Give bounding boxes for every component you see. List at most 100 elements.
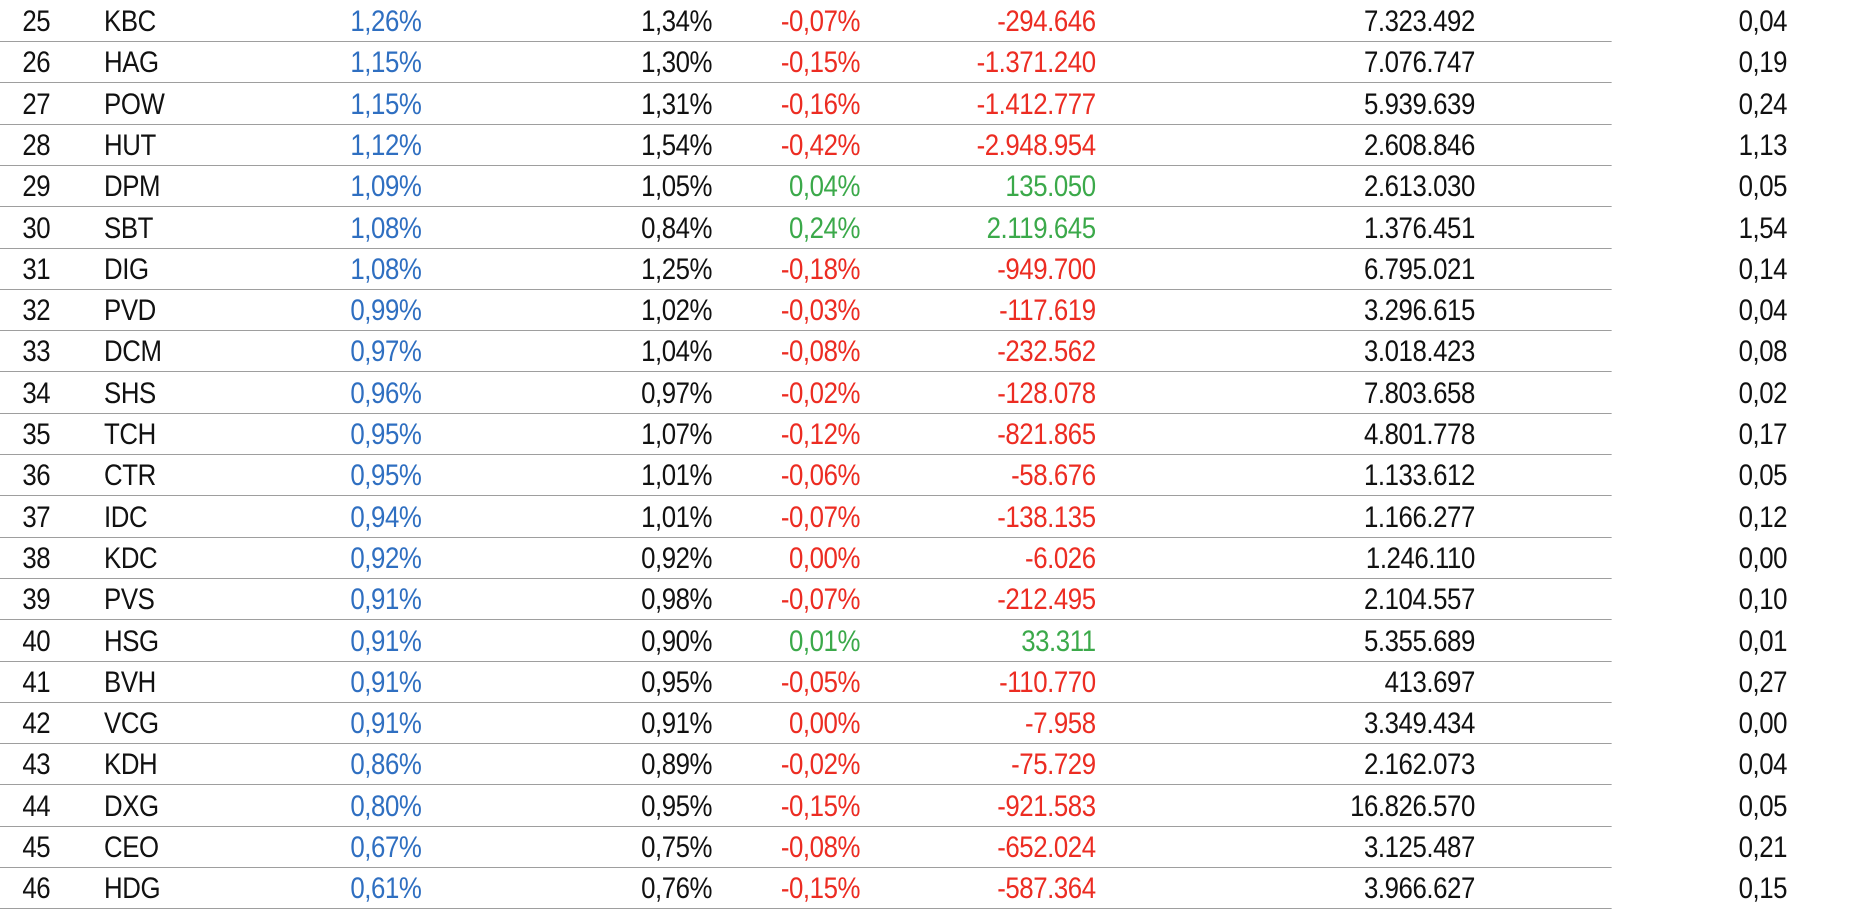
ticker-code: HSG [104,624,159,658]
ratio: 0,00 [1738,707,1788,741]
ratio: 0,04 [1738,294,1788,328]
weight-change: -0,07% [780,5,861,38]
volume: 413.697 [1384,665,1476,699]
trade-value: 33.311 [1021,624,1096,658]
weight-change: -0,15% [780,872,861,906]
weight-change: -0,02% [780,748,861,782]
weight-change: -0,15% [780,789,861,823]
volume: 2.104.557 [1363,583,1475,617]
weight-new: 1,12% [350,128,422,162]
weight-change: -0,12% [780,418,861,451]
ticker-code: DCM [104,335,162,369]
row-number: 30 [22,211,51,245]
ticker-code: KDH [104,748,158,782]
weight-old: 0,97% [641,376,713,410]
volume: 3.349.434 [1363,707,1475,741]
table-row: 28 HUT 1,12% 1,54% -0,42% -2.948.954 2.608.846… [0,125,1788,166]
table-row: 32 PVD 0,99% 1,02% -0,03% -117.619 3.296.615 0,… [0,290,1788,332]
weight-old: 1,30% [641,46,713,80]
ratio: 0,05 [1738,459,1788,493]
row-number: 45 [22,831,51,864]
weight-old: 0,75% [641,831,713,864]
row-number: 27 [22,87,51,121]
table-row: 46 HDG 0,61% 0,76% -0,15% -587.364 3.966.627 0,… [0,868,1788,910]
weight-change: -0,07% [780,583,861,617]
weight-new: 0,95% [350,459,422,493]
row-number: 42 [22,707,51,741]
weight-old: 1,02% [641,294,713,328]
ratio: 0,01 [1738,624,1788,658]
table-row: 43 KDH 0,86% 0,89% -0,02% -75.729 2.162.073 0,0… [0,744,1788,786]
table-row: 41 BVH 0,91% 0,95% -0,05% -110.770 413.697 0,27 [0,662,1788,703]
weight-old: 1,04% [641,335,713,369]
weight-old: 1,01% [641,459,713,493]
table-row: 44 DXG 0,80% 0,95% -0,15% -921.583 16.826.570 0… [0,786,1788,827]
row-number: 28 [22,128,51,162]
ticker-code: VCG [104,707,159,741]
row-number: 25 [22,5,51,38]
ratio: 0,02 [1738,376,1788,410]
weight-change: -0,08% [780,335,861,369]
trade-value: -117.619 [999,294,1096,328]
weight-change: -0,15% [780,46,861,80]
weight-change: -0,42% [780,128,861,162]
row-number: 39 [22,583,51,617]
weight-new: 1,15% [350,87,422,121]
weight-new: 0,91% [350,707,422,741]
trade-value: -7.958 [1025,707,1096,741]
volume: 3.966.627 [1363,872,1475,906]
table-row: 31 DIG 1,08% 1,25% -0,18% -949.700 6.795.021 0,… [0,249,1788,290]
trade-value: -2.948.954 [976,128,1097,162]
table-row: 37 IDC 0,94% 1,01% -0,07% -138.135 1.166.277 0,… [0,497,1788,538]
ticker-code: DPM [104,170,161,204]
volume: 3.125.487 [1363,831,1475,864]
weight-old: 0,76% [641,872,713,906]
volume: 3.296.615 [1363,294,1475,328]
table-row: 39 PVS 0,91% 0,98% -0,07% -212.495 2.104.557 0,… [0,579,1788,621]
ticker-code: IDC [104,500,148,534]
volume: 6.795.021 [1363,252,1475,286]
volume: 1.133.612 [1363,459,1475,493]
row-number: 35 [22,418,51,451]
weight-new: 0,67% [350,831,422,864]
ratio: 0,24 [1738,87,1788,121]
ticker-code: KBC [104,5,156,38]
row-number: 43 [22,748,51,782]
weight-old: 1,01% [641,500,713,534]
row-number: 32 [22,294,51,328]
weight-new: 1,08% [350,211,422,245]
trade-value: 135.050 [1005,170,1096,204]
table-row: 40 HSG 0,91% 0,90% 0,01% 33.311 5.355.689 0,01 [0,621,1788,662]
ratio: 0,00 [1738,541,1788,575]
volume: 3.018.423 [1363,335,1475,369]
ratio: 0,14 [1738,252,1788,286]
weight-old: 0,91% [641,707,713,741]
weight-change: -0,02% [780,376,861,410]
weight-new: 0,91% [350,583,422,617]
trade-value: -75.729 [1011,748,1096,782]
weight-old: 0,95% [641,665,713,699]
trade-value: -949.700 [997,252,1096,286]
volume: 7.323.492 [1363,5,1475,38]
table-row: 25 KBC 1,26% 1,34% -0,07% -294.646 7.323.492 0,… [0,1,1788,42]
trade-value: -6.026 [1025,541,1096,575]
weight-change: -0,03% [780,294,861,328]
ratio: 0,10 [1738,583,1788,617]
volume: 4.801.778 [1363,418,1475,451]
weight-new: 0,80% [350,789,422,823]
weight-change: 0,24% [788,211,860,245]
row-number: 46 [22,872,51,906]
trade-value: -128.078 [997,376,1096,410]
table-row: 30 SBT 1,08% 0,84% 0,24% 2.119.645 1.376.451 1,… [0,208,1788,249]
ticker-code: CTR [104,459,156,493]
weight-old: 0,84% [641,211,713,245]
ratio: 0,19 [1738,46,1788,80]
row-number: 31 [22,252,51,286]
ticker-code: BVH [104,665,156,699]
ratio: 0,27 [1738,665,1788,699]
weight-old: 0,95% [641,789,713,823]
volume: 5.939.639 [1363,87,1475,121]
weight-new: 1,09% [350,170,422,204]
weight-new: 1,26% [350,5,422,38]
